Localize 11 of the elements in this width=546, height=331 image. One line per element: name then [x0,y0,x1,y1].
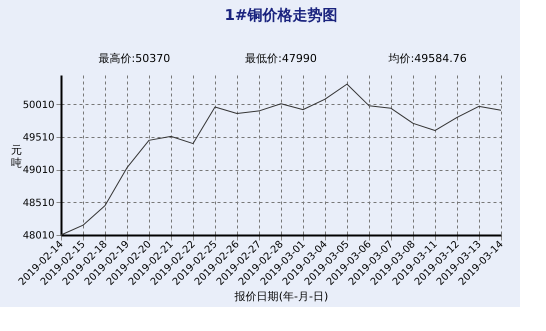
text: 最高价:50370 [98,52,170,65]
y-tick-label: 50010 [22,100,54,111]
y-tick-label: 48010 [22,230,54,242]
text: 均价:49584.76 [388,52,467,65]
y-tick-label: 49010 [22,165,54,176]
y-axis-title: 元吨 [11,144,22,170]
chart-title: 1#铜价格走势图 [224,6,338,24]
text: 最低价:47990 [245,52,317,65]
y-tick-label: 48510 [22,198,54,209]
x-axis-title: 报价日期(年-月-日) [234,290,328,304]
y-tick-label: 49510 [22,132,54,144]
